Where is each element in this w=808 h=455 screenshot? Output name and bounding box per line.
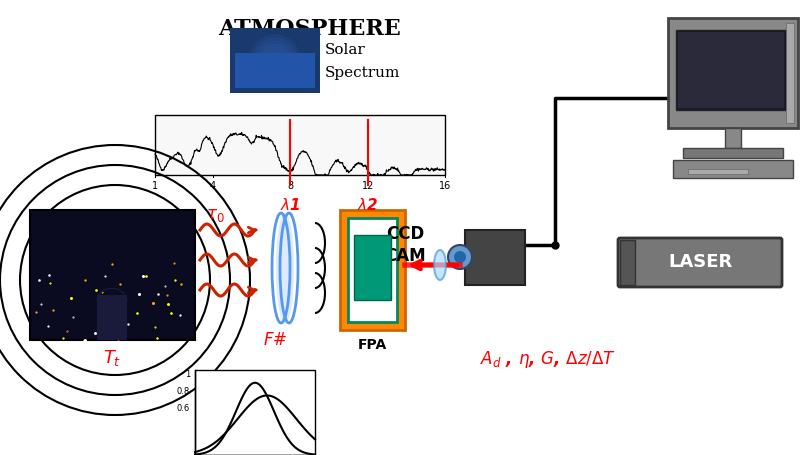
Text: FPA: FPA [357, 338, 386, 352]
Text: ATMOSPHERE: ATMOSPHERE [219, 18, 402, 40]
Text: $\lambda$2: $\lambda$2 [357, 197, 378, 213]
Bar [465, 230, 525, 285]
Text: 4: 4 [210, 181, 216, 191]
Bar [235, 53, 315, 88]
Text: $A_d$ , $\eta$, $G$, $\Delta z / \Delta T$: $A_d$ , $\eta$, $G$, $\Delta z / \Delta … [480, 349, 616, 370]
FancyBboxPatch shape [618, 238, 782, 287]
Ellipse shape [434, 250, 446, 280]
Text: $F\#$: $F\#$ [263, 331, 287, 349]
Bar [348, 218, 397, 322]
Circle shape [253, 38, 297, 82]
Bar [688, 169, 748, 174]
Bar [668, 18, 798, 128]
Bar [97, 294, 127, 340]
Text: Solar: Solar [325, 43, 366, 57]
Text: $T_t$: $T_t$ [103, 348, 121, 368]
Text: CCD
CAM: CCD CAM [384, 225, 426, 265]
Circle shape [256, 41, 294, 79]
Circle shape [259, 44, 291, 76]
Bar [30, 210, 195, 340]
Ellipse shape [276, 213, 294, 323]
Text: Spectrum: Spectrum [325, 66, 401, 80]
Text: 0.8: 0.8 [177, 387, 190, 396]
Text: 12: 12 [361, 181, 374, 191]
Bar [786, 23, 794, 123]
Bar [676, 30, 786, 110]
Circle shape [448, 245, 472, 269]
Text: $\lambda$1: $\lambda$1 [280, 197, 301, 213]
Text: 0.6: 0.6 [177, 404, 190, 413]
Circle shape [262, 47, 288, 73]
Text: 8: 8 [288, 181, 293, 191]
Bar [354, 235, 391, 300]
Bar [725, 128, 741, 148]
Bar [673, 160, 793, 178]
Bar [195, 370, 315, 455]
Bar [230, 28, 320, 93]
Bar [155, 115, 445, 175]
Text: $\tau_0$: $\tau_0$ [206, 206, 225, 224]
Bar [340, 210, 405, 330]
Text: 1: 1 [152, 181, 158, 191]
Text: LASER: LASER [668, 253, 732, 271]
Text: 1: 1 [185, 370, 190, 379]
Text: 16: 16 [439, 181, 451, 191]
Circle shape [454, 251, 466, 263]
Bar [678, 32, 784, 108]
Circle shape [250, 35, 300, 85]
Bar [683, 148, 783, 158]
Bar [620, 240, 635, 285]
